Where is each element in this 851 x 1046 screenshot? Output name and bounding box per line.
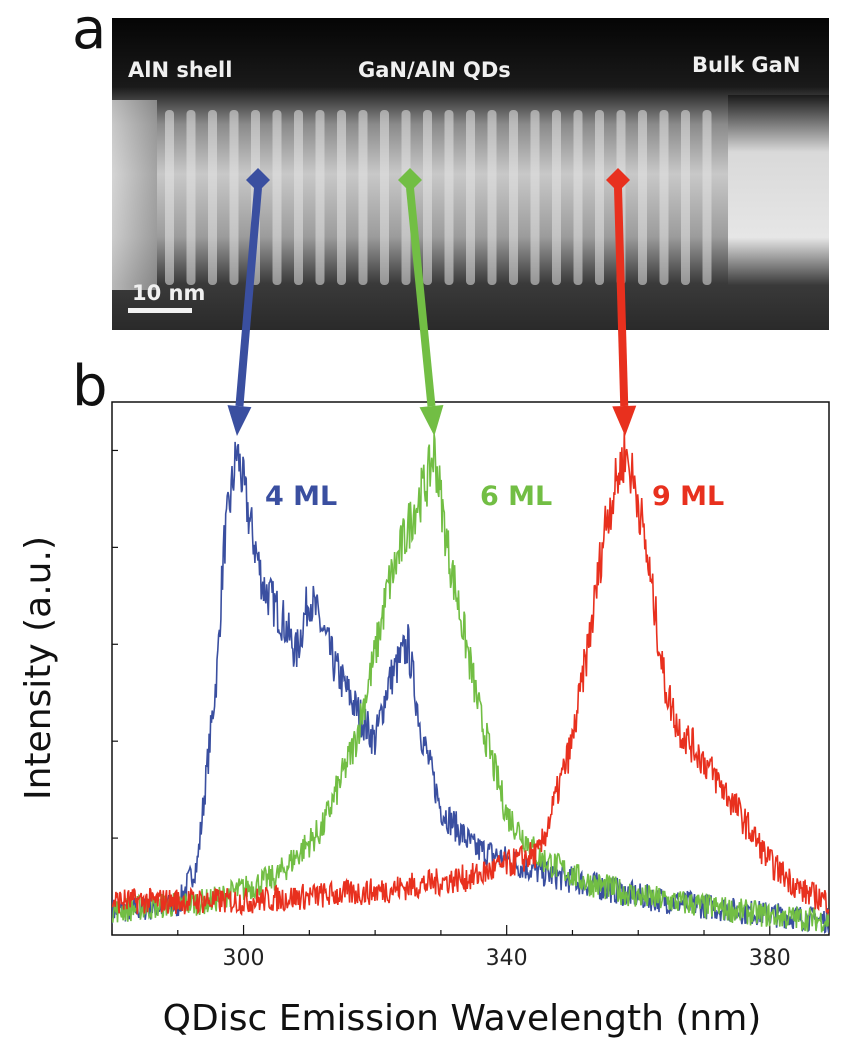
bulk-gan-label: Bulk GaN [692, 53, 800, 77]
panel-a-letter: a [72, 0, 106, 62]
series-line [112, 441, 829, 934]
qd-stripe [229, 110, 239, 285]
arrow-tail-marker [606, 168, 630, 192]
qds-label: GaN/AlN QDs [358, 58, 511, 82]
tem-image [112, 18, 829, 330]
qd-stripe [315, 110, 325, 285]
series-label: 6 ML [480, 481, 552, 512]
qd-stripe [208, 110, 217, 285]
qd-stripe [595, 110, 604, 285]
qd-stripe [272, 110, 282, 285]
qd-stripe [487, 110, 497, 285]
plot-frame [111, 401, 830, 936]
series-label: 9 ML [652, 481, 724, 512]
qd-stripe [702, 110, 712, 285]
qd-stripe [423, 110, 432, 285]
arrow-head [419, 404, 444, 436]
arrow-shaft [614, 187, 629, 407]
arrow-shaft [406, 187, 436, 407]
x-tick-label: 340 [486, 946, 528, 971]
qd-stripe [165, 110, 174, 285]
y-axis-label: Intensity (a.u.) [18, 536, 59, 800]
qd-stripe [509, 110, 518, 285]
qd-stripe [337, 110, 346, 285]
series-line [112, 434, 829, 933]
qd-stripe [638, 110, 647, 285]
arrow-head [227, 405, 252, 436]
series-labels: 4 ML 6 ML 9 ML [265, 481, 724, 512]
arrow-tail-marker [398, 168, 422, 192]
scale-bar-label: 10 nm [132, 281, 205, 305]
arrow-group [227, 168, 637, 436]
series-label: 4 ML [265, 481, 337, 512]
qd-stripe [681, 110, 690, 285]
qd-stripe [552, 110, 561, 285]
qd-stripe [294, 110, 303, 285]
arrow-head [612, 405, 637, 436]
qd-stripe [573, 110, 583, 285]
x-tick-label: 300 [223, 946, 265, 971]
x-axis-label: QDisc Emission Wavelength (nm) [163, 998, 762, 1039]
series-line [112, 430, 829, 917]
x-tick-label: 380 [749, 946, 791, 971]
x-axis-ticks: 300 340 380 [111, 925, 791, 971]
qd-stripe [659, 110, 669, 285]
y-axis-ticks [112, 449, 118, 839]
arrow-shaft [235, 187, 262, 407]
panel-b-letter: b [72, 354, 108, 419]
qd-stripe [466, 110, 475, 285]
qd-stripe [380, 110, 389, 285]
scale-bar [128, 308, 192, 313]
aln-shell-label: AlN shell [128, 58, 232, 82]
qd-stripes [165, 110, 712, 285]
qd-stripe [401, 110, 411, 285]
qd-stripe [444, 110, 454, 285]
arrow-tail-marker [246, 168, 270, 192]
qd-stripe [186, 110, 196, 285]
series-group [112, 430, 829, 934]
qd-stripe [358, 110, 368, 285]
qd-stripe [530, 110, 540, 285]
